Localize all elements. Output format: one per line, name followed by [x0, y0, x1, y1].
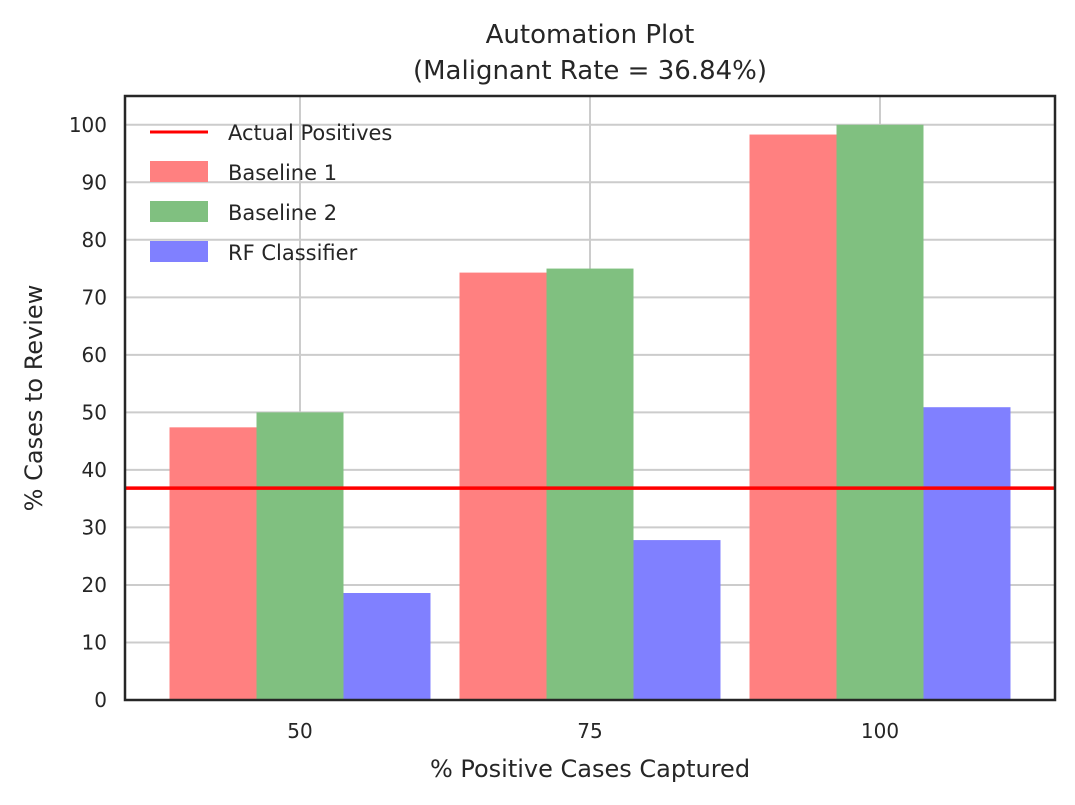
bars: [169, 124, 1011, 700]
y-axis-label: % Cases to Review: [20, 285, 48, 512]
plot-frame: [123, 94, 1057, 702]
x-tick-label: 75: [577, 719, 602, 743]
legend-swatch-baseline-2: [150, 201, 208, 222]
x-tick-labels: 50 75 100: [287, 719, 899, 743]
legend-label-baseline-1: Baseline 1: [228, 161, 337, 185]
legend-label-rf-classifier: RF Classifier: [228, 241, 358, 265]
bar-baseline-2: [546, 268, 634, 700]
bar-rf-classifier: [633, 540, 721, 700]
bar-baseline-1: [459, 272, 547, 700]
bar-rf-classifier: [343, 593, 431, 700]
legend-label-baseline-2: Baseline 2: [228, 201, 337, 225]
y-tick-label: 40: [82, 458, 107, 482]
bar-baseline-1: [749, 134, 837, 700]
y-tick-label: 90: [82, 170, 107, 194]
chart-title: Automation Plot: [486, 20, 695, 50]
bar-baseline-1: [169, 427, 257, 700]
bar-rf-classifier: [923, 407, 1011, 700]
bar-baseline-2: [836, 124, 924, 700]
y-tick-labels: 0 10 20 30 40 50 60 70 80 90 100: [69, 113, 107, 712]
y-tick-label: 70: [82, 285, 107, 309]
y-tick-label: 100: [69, 113, 107, 137]
chart-subtitle: (Malignant Rate = 36.84%): [413, 56, 767, 86]
x-tick-label: 50: [287, 719, 312, 743]
legend: Actual Positives Baseline 1 Baseline 2 R…: [150, 121, 392, 265]
y-tick-label: 60: [82, 343, 107, 367]
x-tick-label: 100: [861, 719, 899, 743]
bar-baseline-2: [256, 412, 344, 700]
legend-swatch-rf-classifier: [150, 241, 208, 262]
legend-swatch-baseline-1: [150, 161, 208, 182]
y-tick-label: 80: [82, 228, 107, 252]
y-tick-label: 10: [82, 630, 107, 654]
y-tick-label: 30: [82, 515, 107, 539]
y-tick-label: 20: [82, 573, 107, 597]
y-tick-label: 50: [82, 400, 107, 424]
y-tick-label: 0: [94, 688, 107, 712]
legend-label-actual-positives: Actual Positives: [228, 121, 392, 145]
x-axis-label: % Positive Cases Captured: [430, 755, 750, 783]
